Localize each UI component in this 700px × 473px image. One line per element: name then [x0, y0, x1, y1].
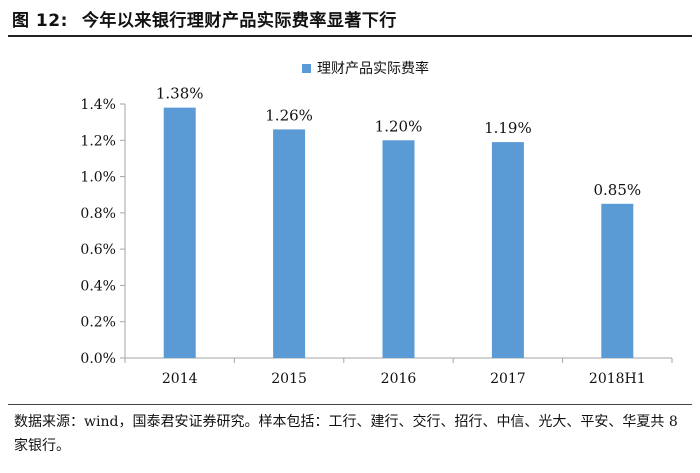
figure-number: 图 12: [12, 11, 68, 31]
y-tick-label: 1.4% [80, 97, 116, 113]
source-note: 数据来源：wind，国泰君安证券研究。样本包括：工行、建行、交行、招行、中信、光… [14, 414, 678, 454]
bar-2016 [382, 140, 415, 358]
y-tick-label: 1.0% [80, 170, 116, 186]
bar-2018H1 [601, 203, 634, 358]
bar-2014 [163, 107, 196, 358]
x-tick-label-2018H1: 2018H1 [589, 371, 646, 387]
y-tick-label: 0.6% [80, 242, 116, 258]
x-tick-label-2014: 2014 [162, 371, 198, 387]
legend-label: 理财产品实际费率 [317, 60, 429, 77]
figure-title-text: 今年以来银行理财产品实际费率显著下行 [81, 11, 397, 31]
y-tick-label: 0.8% [80, 206, 116, 222]
x-tick-label-2017: 2017 [490, 371, 526, 387]
data-label-2018H1: 0.85% [593, 181, 641, 199]
y-tick-label: 0.4% [80, 278, 116, 294]
source-rule [8, 404, 692, 405]
x-tick-label-2016: 2016 [381, 371, 417, 387]
title-rule [8, 35, 692, 37]
data-label-2014: 1.38% [156, 85, 204, 103]
bar-2015 [273, 129, 306, 358]
x-tick-label-2015: 2015 [271, 371, 307, 387]
data-label-2016: 1.20% [375, 117, 423, 135]
y-tick-label: 0.2% [80, 315, 116, 331]
legend-swatch [302, 64, 311, 73]
y-tick-label: 1.2% [80, 133, 116, 149]
figure-title: 图 12: 今年以来银行理财产品实际费率显著下行 [12, 6, 397, 31]
data-label-2015: 1.26% [265, 106, 313, 124]
bar-2017 [491, 142, 524, 358]
data-label-2017: 1.19% [484, 119, 532, 137]
bar-chart: 理财产品实际费率 0.0% 0.2% 0.4% 0.6% 0.8% 1.0% 1.2% 1.4%… [80, 60, 673, 387]
y-tick-label: 0.0% [80, 351, 116, 367]
